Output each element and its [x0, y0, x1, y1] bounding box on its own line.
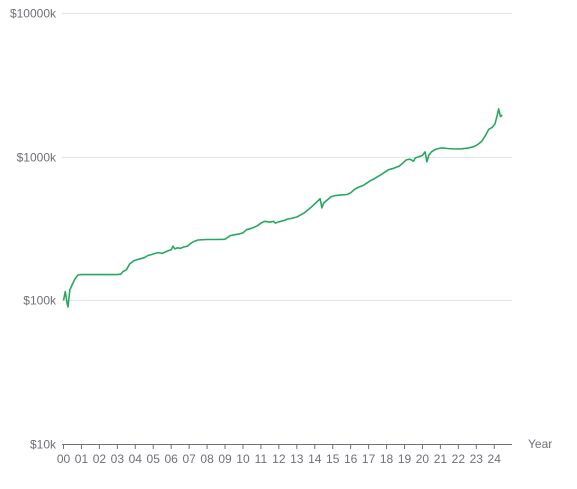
x-tick-label: 04: [129, 452, 143, 466]
x-tick-label: 01: [75, 452, 89, 466]
x-tick-label: 21: [434, 452, 448, 466]
y-tick-label: $10000k: [10, 7, 57, 21]
series-line: [62, 108, 503, 308]
x-tick-label: 09: [218, 452, 232, 466]
x-tick-label: 17: [362, 452, 376, 466]
x-tick-label: 11: [255, 452, 268, 466]
x-tick-label: 14: [308, 452, 322, 466]
x-tick-label: 19: [398, 452, 412, 466]
x-tick-label: 24: [488, 452, 502, 466]
x-tick-label: 13: [290, 452, 304, 466]
x-tick-label: 07: [182, 452, 196, 466]
y-tick-label: $10k: [30, 438, 57, 452]
x-tick-label: 05: [147, 452, 161, 466]
x-tick-label: 03: [111, 452, 125, 466]
x-tick-label: 02: [93, 452, 107, 466]
x-tick-label: 18: [380, 452, 394, 466]
x-tick-label: 00: [57, 452, 71, 466]
y-tick-label: $100k: [23, 294, 57, 308]
x-tick-label: 10: [236, 452, 250, 466]
x-tick-label: 16: [344, 452, 358, 466]
x-axis-label: Year: [528, 437, 552, 451]
x-tick-label: 15: [326, 452, 340, 466]
y-tick-label: $1000k: [17, 151, 57, 165]
x-tick-label: 20: [416, 452, 430, 466]
x-tick-label: 06: [165, 452, 179, 466]
x-tick-label: 22: [452, 452, 466, 466]
x-tick-label: 23: [470, 452, 484, 466]
x-tick-label: 08: [200, 452, 214, 466]
x-tick-label: 12: [272, 452, 286, 466]
